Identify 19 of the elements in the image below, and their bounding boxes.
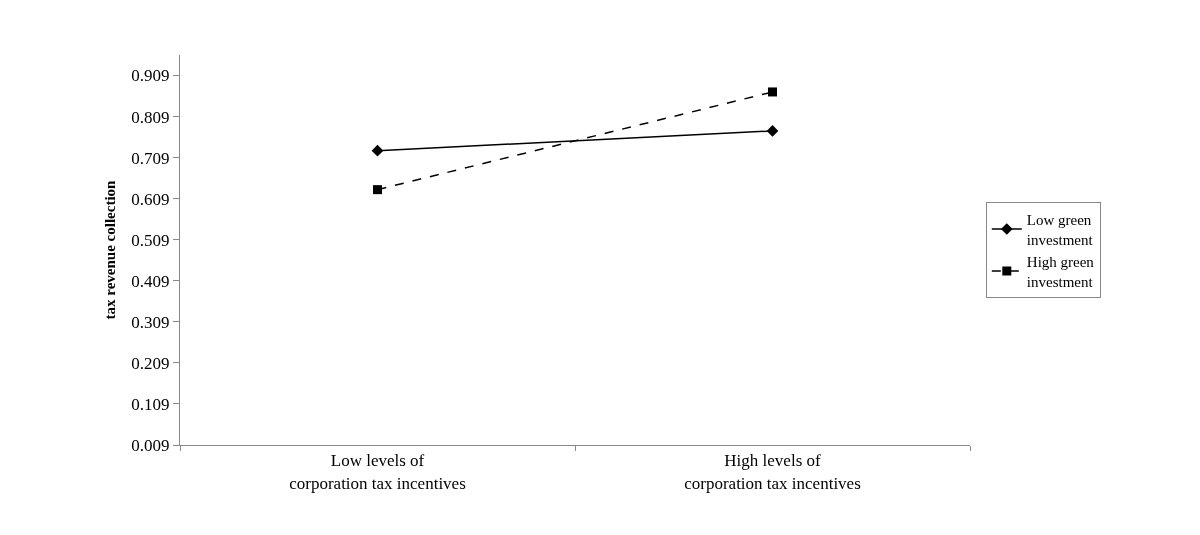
y-tick-label: 0.709 (131, 148, 170, 168)
point (373, 185, 382, 195)
point (768, 87, 777, 97)
point (766, 125, 779, 137)
legend-label: Low green investment (1026, 212, 1094, 248)
y-tick-label: 0.309 (131, 312, 170, 332)
point (371, 144, 384, 157)
y-tick-label: 0.609 (131, 189, 170, 209)
y-tick-label: 0.809 (131, 107, 170, 127)
y-tick-label: 0.409 (131, 271, 170, 291)
y-tick-label: 0.009 (131, 435, 170, 455)
legend-label: High green investment (1026, 254, 1095, 290)
y-tick-label: 0.509 (131, 230, 170, 250)
y-axis-title: tax revenue collection (101, 179, 118, 320)
x-tick-label: Low levels of corporation tax incentives (289, 451, 466, 493)
x-tick-label: High levels of corporation tax incentives (684, 451, 861, 493)
y-tick-label: 0.209 (131, 353, 170, 373)
y-tick-label: 0.909 (131, 66, 170, 86)
y-tick-label: 0.109 (131, 394, 170, 414)
